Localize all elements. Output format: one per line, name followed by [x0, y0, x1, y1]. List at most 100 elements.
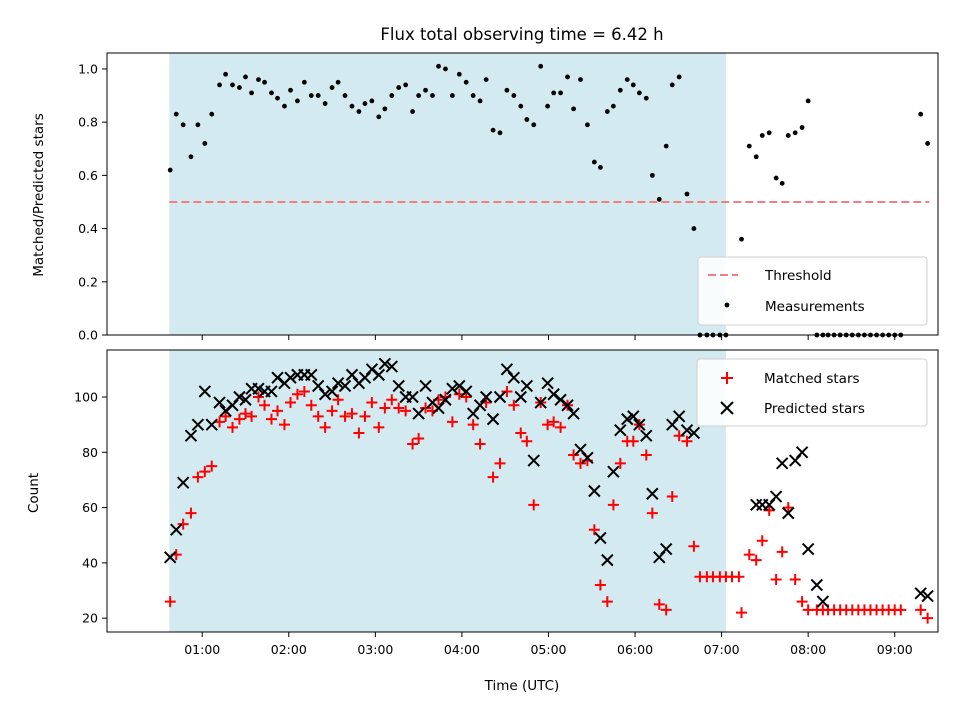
- matched-star-point: [474, 438, 486, 450]
- x-tick-label: 09:00: [877, 642, 913, 657]
- matched-star-point: [763, 504, 775, 516]
- matched-star-point: [646, 507, 658, 519]
- matched-star-point: [240, 408, 251, 420]
- matched-star-point: [736, 607, 748, 619]
- matched-star-point: [756, 535, 768, 547]
- matched-star-point: [199, 466, 211, 478]
- measurement-point: [585, 122, 590, 128]
- y-tick-label: 40: [82, 555, 98, 570]
- predicted-star-point: [378, 357, 392, 371]
- predicted-star-point: [561, 399, 574, 412]
- measurement-point: [785, 133, 791, 138]
- predicted-star-point: [801, 542, 815, 556]
- predicted-star-point: [782, 506, 795, 520]
- predicted-star-point: [338, 379, 352, 393]
- measurement-point: [799, 125, 805, 130]
- measurement-point: [249, 90, 254, 96]
- x-tick-label: 07:00: [704, 642, 740, 657]
- matched-star-point: [688, 540, 700, 552]
- predicted-star-point: [646, 487, 659, 500]
- predicted-star-point: [198, 385, 212, 398]
- predicted-star-point: [581, 451, 594, 465]
- matched-star-point: [265, 413, 277, 425]
- legend-box: [696, 358, 928, 427]
- y-tick-label: 0.8: [78, 115, 98, 130]
- measurement-point: [630, 82, 636, 88]
- measurement-point: [188, 154, 194, 160]
- y-tick-label: 60: [82, 500, 98, 515]
- predicted-star-point: [419, 379, 432, 393]
- matched-star-point: [494, 457, 506, 469]
- ratio-panel: Flux total observing time = 6.42 h 0.00.…: [31, 25, 939, 343]
- predicted-star-point: [687, 426, 701, 440]
- measurement-points: [167, 63, 931, 338]
- predicted-star-point: [601, 553, 614, 567]
- measurement-point: [558, 90, 563, 96]
- predicted-legend-swatch: [720, 401, 734, 415]
- x-tick-label: 08:00: [790, 642, 826, 657]
- matched-star-point: [177, 518, 189, 530]
- matched-star-point: [332, 394, 344, 406]
- matched-star-point: [319, 421, 331, 433]
- measurement-point: [691, 226, 697, 231]
- measurement-point: [598, 164, 603, 170]
- x-axis-label: Time (UTC): [484, 678, 560, 694]
- measurement-point: [477, 98, 483, 104]
- matched-star-point: [298, 385, 310, 397]
- matched-star-point: [326, 405, 338, 417]
- predicted-star-point: [233, 390, 246, 404]
- measurement-point: [578, 77, 583, 83]
- measurement-point: [483, 77, 489, 83]
- matched-star-point: [922, 612, 934, 624]
- predicted-star-point: [534, 396, 547, 409]
- count-panel: 20 40 60 80 100 01:00 02:00 03:00 04:00 05:00 06:…: [26, 349, 939, 694]
- matched-star-point: [339, 410, 351, 422]
- matched-star-point: [789, 573, 801, 585]
- measurement-point: [649, 172, 655, 178]
- x-tick-label: 06:00: [617, 642, 653, 657]
- x-tick-label: 05:00: [530, 642, 566, 657]
- measurement-point: [195, 122, 201, 128]
- matched-star-point: [627, 435, 639, 447]
- measurement-point: [173, 111, 179, 117]
- predicted-star-point: [914, 587, 927, 600]
- measurement-point: [746, 143, 752, 149]
- x-tick-label: 02:00: [271, 642, 307, 657]
- measurement-point: [262, 79, 267, 85]
- chart-title: Flux total observing time = 6.42 h: [380, 25, 663, 44]
- measurement-point: [180, 122, 186, 128]
- y-tick-label: 80: [82, 445, 98, 460]
- measurement-point: [335, 79, 341, 85]
- matched-star-point: [305, 399, 317, 411]
- measurement-point: [773, 175, 779, 181]
- matched-star-point: [460, 391, 472, 403]
- predicted-star-point: [750, 498, 763, 512]
- matched-star-point: [252, 391, 264, 403]
- measurement-point: [202, 141, 208, 146]
- matched-star-point: [393, 402, 405, 414]
- count-points: [163, 357, 934, 624]
- measurement-point: [322, 101, 328, 106]
- y-tick-label: 0.6: [78, 168, 98, 183]
- matched-star-point: [227, 421, 239, 433]
- predicted-star-point: [372, 368, 386, 382]
- y-tick-label: 20: [82, 611, 98, 626]
- matched-star-point: [192, 471, 204, 483]
- predicted-star-point: [191, 418, 205, 431]
- predicted-star-point: [659, 542, 673, 556]
- predicted-star-point: [239, 393, 252, 406]
- matched-star-point: [555, 421, 567, 433]
- legend: Threshold Measurements: [697, 256, 928, 326]
- measurement-point: [282, 103, 287, 109]
- matched-star-point: [373, 421, 385, 433]
- y-axis-ticks: 0.0 0.2 0.4 0.6 0.8 1.0: [78, 61, 107, 343]
- predicted-star-point: [795, 446, 809, 459]
- predicted-star-point: [170, 523, 183, 536]
- matched-star-point: [568, 449, 580, 461]
- matched-star-point: [653, 598, 665, 610]
- measurement-point: [545, 103, 551, 109]
- matched-star-point: [528, 499, 540, 511]
- measurement-point: [376, 114, 382, 120]
- matched-star-point: [413, 432, 425, 444]
- matched-star-point: [346, 408, 358, 420]
